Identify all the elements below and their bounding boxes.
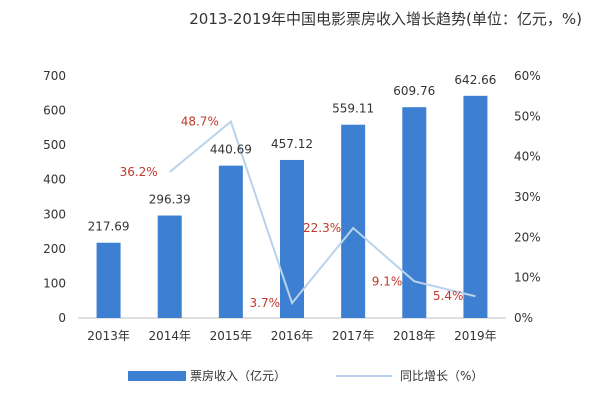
- x-tick-label: 2013年: [87, 329, 130, 343]
- legend-swatch-bar: [128, 371, 186, 381]
- bar: [402, 107, 427, 318]
- chart-title: 2013-2019年中国电影票房收入增长趋势(单位：亿元，%): [189, 10, 582, 28]
- bar: [341, 124, 366, 318]
- bar: [463, 95, 488, 318]
- x-tick-label: 2018年: [393, 329, 436, 343]
- bar-data-label: 296.39: [149, 193, 191, 207]
- growth-data-label: 48.7%: [181, 115, 219, 129]
- y-right-tick-label: 20%: [514, 230, 541, 244]
- growth-line: [169, 119, 476, 306]
- y-right-tick-label: 40%: [514, 150, 541, 164]
- y-right-tick-label: 10%: [514, 271, 541, 285]
- bar: [280, 159, 304, 318]
- growth-data-label: 22.3%: [303, 221, 341, 235]
- bar-data-label: 457.12: [271, 137, 313, 151]
- y-right-tick-label: 0%: [514, 311, 533, 325]
- x-tick-label: 2014年: [148, 329, 191, 343]
- bar-data-label: 217.69: [88, 220, 130, 234]
- y-right-tick-label: 60%: [514, 69, 541, 83]
- y-left-tick-label: 400: [43, 173, 66, 187]
- y-right-tick-label: 30%: [514, 190, 541, 204]
- legend-label-line: 同比增长（%）: [400, 369, 483, 383]
- legend-label-bar: 票房收入（亿元）: [190, 368, 286, 383]
- x-tick-label: 2016年: [271, 329, 314, 343]
- y-left-tick-label: 700: [43, 69, 66, 83]
- y-left-tick-label: 200: [43, 242, 66, 256]
- bar: [157, 215, 182, 318]
- bar: [96, 242, 121, 318]
- x-tick-label: 2017年: [332, 329, 375, 343]
- bar-data-label: 559.11: [332, 102, 374, 116]
- y-left-tick-label: 500: [43, 138, 66, 152]
- y-left-tick-label: 100: [43, 276, 66, 290]
- bar: [218, 165, 243, 318]
- growth-data-label: 36.2%: [120, 165, 158, 179]
- x-tick-label: 2019年: [454, 329, 497, 343]
- growth-data-label: 3.7%: [250, 296, 281, 310]
- x-tick-label: 2015年: [210, 329, 253, 343]
- bar-data-label: 609.76: [393, 84, 435, 98]
- y-left-tick-label: 300: [43, 207, 66, 221]
- bar-data-label: 642.66: [454, 73, 496, 87]
- y-right-tick-label: 50%: [514, 109, 541, 123]
- bar-data-label: 440.69: [210, 143, 252, 157]
- growth-data-label: 5.4%: [433, 289, 464, 303]
- growth-data-label: 9.1%: [372, 274, 403, 288]
- y-left-tick-label: 600: [43, 104, 66, 118]
- y-left-tick-label: 0: [58, 311, 66, 325]
